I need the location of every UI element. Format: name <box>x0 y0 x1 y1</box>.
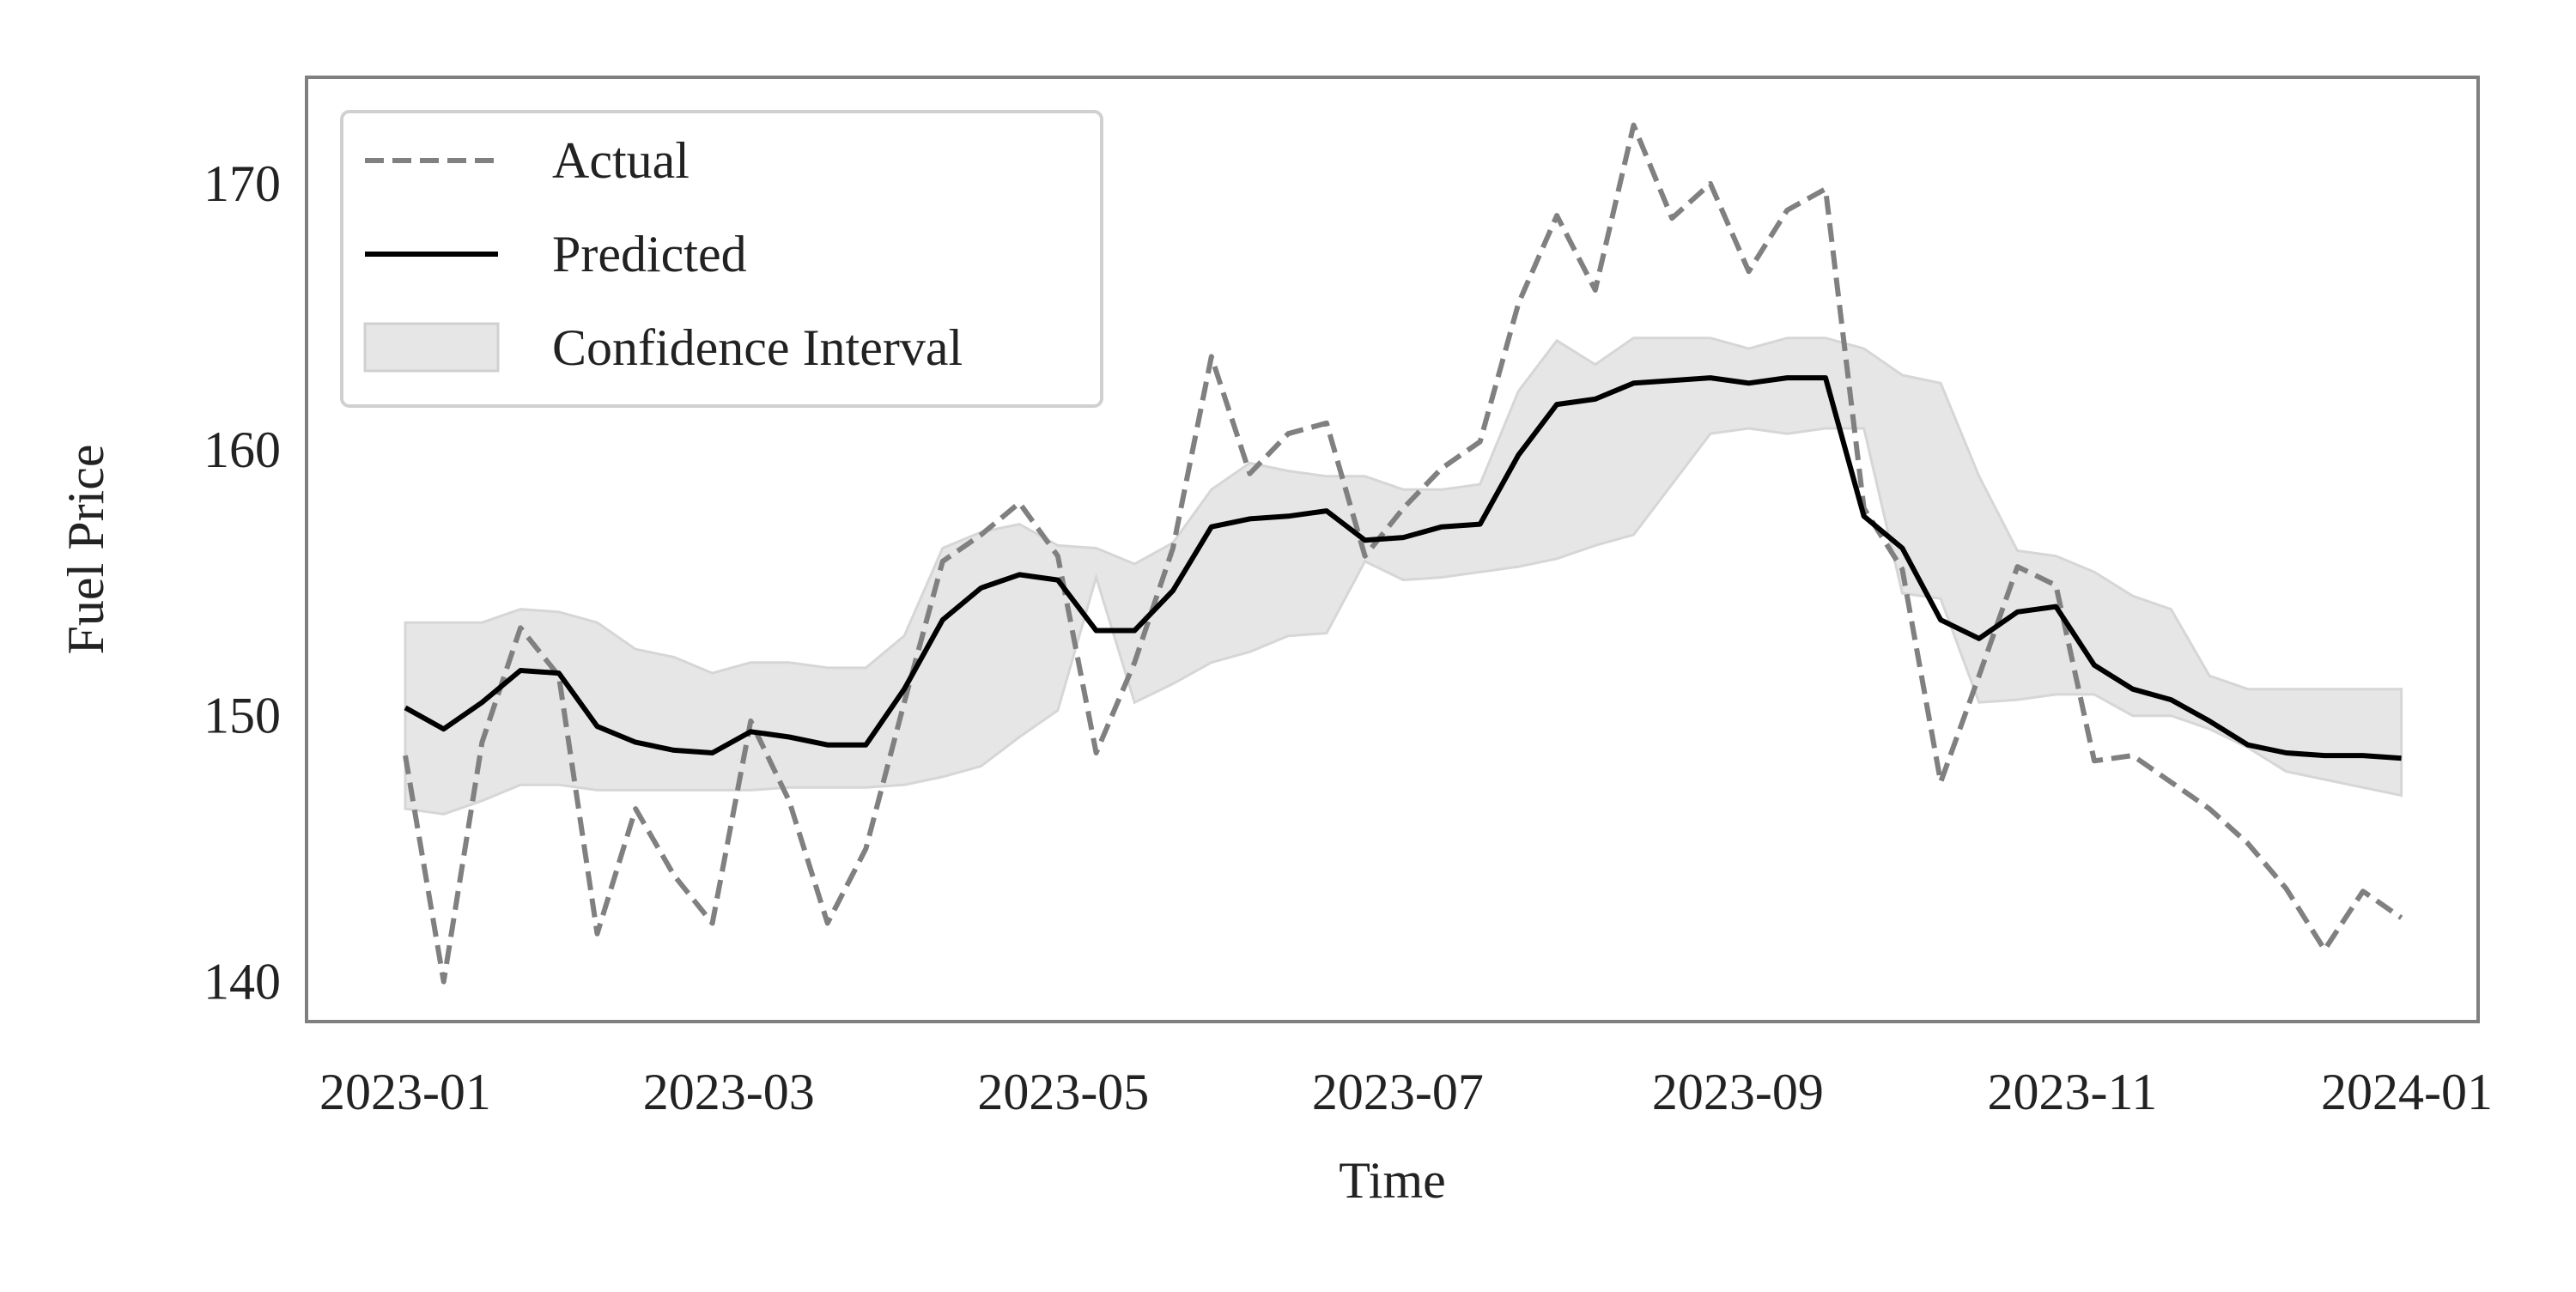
tick-label-layer: 2023-01 2023-03 2023-05 2023-07 2023-09 2023-… <box>204 155 2493 1120</box>
y-tick-label: 160 <box>204 422 281 478</box>
legend-box <box>340 110 1103 408</box>
legend-predicted-label: Predicted <box>552 226 747 282</box>
legend-ci-swatch <box>363 322 500 373</box>
x-tick-label: 2023-07 <box>1312 1064 1484 1120</box>
actual-line <box>403 122 2403 985</box>
x-tick-label: 2023-01 <box>319 1064 491 1120</box>
legend: Actual Predicted Confidence Interval <box>340 110 1103 408</box>
x-tick-label: 2024-01 <box>2321 1064 2493 1120</box>
legend-ci-label: Confidence Interval <box>552 319 963 376</box>
x-tick-label: 2023-11 <box>1988 1064 2158 1120</box>
x-tick-label: 2023-09 <box>1652 1064 1824 1120</box>
x-tick-label: 2023-03 <box>643 1064 815 1120</box>
y-tick-label: 150 <box>204 688 281 744</box>
x-tick-label: 2023-05 <box>977 1064 1149 1120</box>
y-axis-label: Fuel Price <box>58 445 114 655</box>
legend-actual-label: Actual <box>552 132 690 189</box>
y-tick-label: 140 <box>204 954 281 1010</box>
x-axis-label: Time <box>1339 1152 1446 1209</box>
y-tick-label: 170 <box>204 155 281 212</box>
plot-frame <box>305 76 2480 1023</box>
series-line-layer <box>403 122 2403 985</box>
predicted-line <box>404 375 2402 761</box>
